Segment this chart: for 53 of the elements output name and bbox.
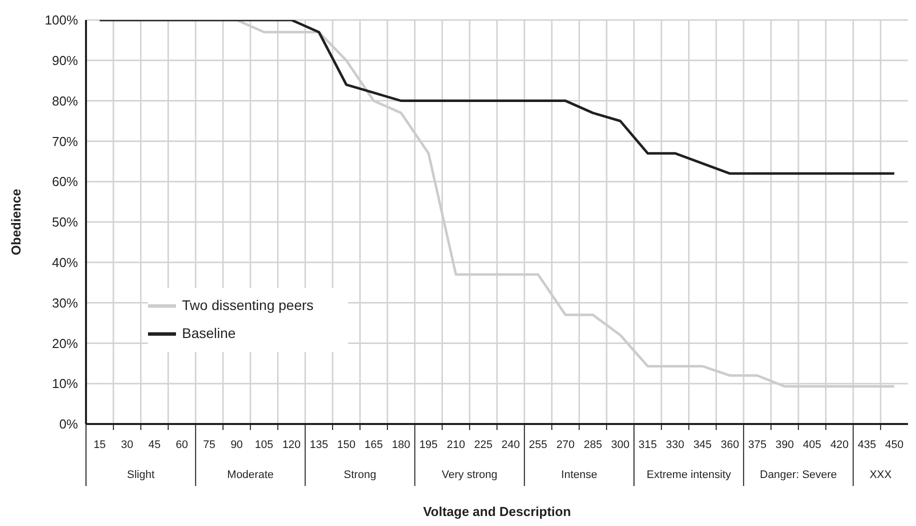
y-tick-label: 30% <box>52 295 78 310</box>
x-tick-label: 330 <box>666 439 684 451</box>
x-tick-label: 120 <box>282 439 301 451</box>
x-tick-label: 405 <box>802 439 822 451</box>
x-tick-label: 420 <box>830 439 849 451</box>
x-tick-label: 150 <box>337 439 356 451</box>
text: XXX <box>870 469 892 481</box>
y-tick-label: 20% <box>52 336 78 351</box>
y-tick-label: 10% <box>52 376 78 392</box>
y-tick-label: 100% <box>44 12 78 28</box>
text: Extreme intensity <box>646 469 732 481</box>
legend-label: Two dissenting peers <box>182 297 314 314</box>
x-axis-title: Voltage and Description <box>423 504 571 519</box>
legend-label: Baseline <box>182 325 236 342</box>
text: Danger: Severe <box>760 469 837 481</box>
x-tick-label: 270 <box>556 439 575 451</box>
x-tick-label: 360 <box>720 439 740 451</box>
x-tick-label: 165 <box>364 439 383 451</box>
y-tick-label: 70% <box>52 134 78 149</box>
x-tick-label: 285 <box>584 439 602 451</box>
x-tick-label: 450 <box>885 439 904 451</box>
x-tick-label: 390 <box>776 439 794 451</box>
x-tick-label: 240 <box>502 439 520 451</box>
x-tick-label: 180 <box>392 439 410 451</box>
y-tick-label: 90% <box>52 53 78 68</box>
x-tick-label: 435 <box>858 439 876 451</box>
x-tick-label: 195 <box>419 439 438 451</box>
x-tick-label: 345 <box>693 439 712 451</box>
text: Moderate <box>227 469 274 481</box>
y-tick-label: 0% <box>59 416 78 432</box>
x-tick-label: 90 <box>230 439 243 451</box>
y-tick-label: 60% <box>52 174 78 190</box>
x-tick-label: 225 <box>474 439 492 451</box>
x-tick-label: 45 <box>148 439 161 451</box>
x-tick-label: 135 <box>310 439 328 451</box>
x-tick-label: 75 <box>203 439 216 451</box>
x-tick-label: 30 <box>120 439 134 451</box>
y-tick-label: 50% <box>52 214 78 230</box>
x-tick-label: 375 <box>748 439 766 451</box>
x-tick-label: 60 <box>176 439 188 451</box>
y-axis-title: Obedience <box>8 188 24 256</box>
text: Intense <box>561 469 598 481</box>
y-tick-label: 40% <box>52 255 78 270</box>
text: Very strong <box>442 469 498 481</box>
x-tick-label: 300 <box>611 439 630 451</box>
y-tick-label: 80% <box>52 93 78 108</box>
x-tick-label: 105 <box>254 439 274 451</box>
x-tick-label: 210 <box>446 439 466 451</box>
x-tick-label: 315 <box>638 439 657 451</box>
text: Strong <box>344 469 376 481</box>
text: Slight <box>127 469 155 481</box>
x-tick-label: 15 <box>94 439 106 451</box>
x-tick-label: 255 <box>528 439 548 451</box>
